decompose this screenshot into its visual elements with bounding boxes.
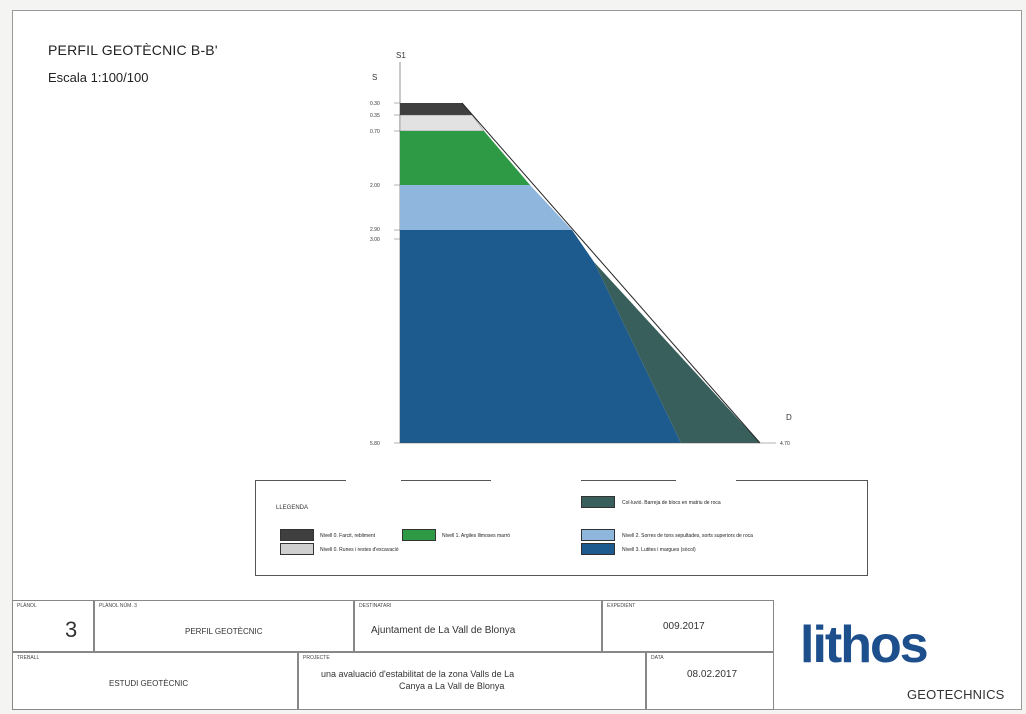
layer-sand xyxy=(400,185,572,230)
work-label: TREBALL xyxy=(17,655,40,661)
expedient-cell: EXPEDIENT 009.2017 xyxy=(602,600,774,652)
scale-label: Escala 1:100/100 xyxy=(48,70,149,85)
sheet-number-label: PLÀNOL xyxy=(17,603,37,609)
depth-label: 0.35 xyxy=(370,113,380,119)
geotechnical-profile: S1 S 0.30 0.35 0.70 2.00 2.90 3.00 5.80 … xyxy=(370,51,792,447)
legend-box: LLEGENDA Nivell 0. Farcit, rebliment Niv… xyxy=(255,478,868,576)
expedient-label: EXPEDIENT xyxy=(607,603,636,609)
depth-ticks xyxy=(394,102,776,444)
work-cell: TREBALL ESTUDI GEOTÈCNIC xyxy=(12,652,298,710)
profile-top-label: S1 xyxy=(396,51,406,60)
project-cell: PROJECTE una avaluació d'estabilitat de … xyxy=(298,652,646,710)
layer-colluvium xyxy=(594,262,760,443)
client-label: DESTINATARI xyxy=(359,603,392,609)
legend-item-label: Nivell 2. Sorres de tons sepultades, sor… xyxy=(622,533,753,539)
legend-swatch-marl xyxy=(581,543,615,555)
project-line-2: Canya a La Vall de Blonya xyxy=(399,681,505,691)
layer-fill-soil xyxy=(400,103,472,115)
company-logo: lithos GEOTECHNICS xyxy=(790,609,1026,710)
depth-label: 0.70 xyxy=(370,129,380,135)
legend-item-label: Nivell 1. Argiles llimoses marró xyxy=(442,533,511,539)
logo-wordmark: lithos xyxy=(800,616,929,674)
client-cell: DESTINATARI Ajuntament de La Vall de Blo… xyxy=(354,600,602,652)
profile-right-depth: 4.70 xyxy=(780,441,790,447)
date-value: 08.02.2017 xyxy=(687,669,738,680)
plan-value: PERFIL GEOTÈCNIC xyxy=(185,627,263,636)
depth-label: 2.90 xyxy=(370,227,380,233)
legend-swatch-fill-soil xyxy=(280,529,314,541)
legend-item-label: Nivell 3. Lutites i margues (sòcol) xyxy=(622,547,696,553)
depth-label: 3.00 xyxy=(370,237,380,243)
legend-border-gap xyxy=(346,478,401,484)
profile-right-label: D xyxy=(786,413,792,422)
logo-subtitle: GEOTECHNICS xyxy=(907,687,1005,702)
project-label: PROJECTE xyxy=(303,655,330,661)
legend-item-label: Col·luvió. Barreja de blocs en matriu de… xyxy=(622,500,721,506)
legend-item-label: Nivell 0. Farcit, rebliment xyxy=(320,533,376,539)
date-label: DATA xyxy=(651,655,664,661)
project-line-1: una avaluació d'estabilitat de la zona V… xyxy=(321,669,515,679)
plan-cell: PLÀNOL NÚM. 3 PERFIL GEOTÈCNIC xyxy=(94,600,354,652)
layer-marl xyxy=(400,230,681,443)
depth-label: 0.30 xyxy=(370,101,380,107)
legend-swatch-rubble xyxy=(280,543,314,555)
plan-label: PLÀNOL NÚM. 3 xyxy=(99,603,137,609)
sheet-number-cell: PLÀNOL 3 xyxy=(12,600,94,652)
expedient-value: 009.2017 xyxy=(663,621,705,632)
ground-surface-line xyxy=(461,102,761,444)
layer-rubble xyxy=(399,114,485,132)
page-title: PERFIL GEOTÈCNIC B-B' xyxy=(48,42,218,58)
legend-swatch-clay xyxy=(402,529,436,541)
profile-top-label-2: S xyxy=(372,73,377,82)
legend-border-gap xyxy=(676,478,736,484)
legend-swatch-sand xyxy=(581,529,615,541)
client-value: Ajuntament de La Vall de Blonya xyxy=(371,625,516,636)
layer-clay xyxy=(400,131,530,185)
sheet-number: 3 xyxy=(65,617,78,642)
depth-label: 5.80 xyxy=(370,441,380,447)
legend-heading: LLEGENDA xyxy=(276,505,309,511)
title-block: PLÀNOL 3 PLÀNOL NÚM. 3 PERFIL GEOTÈCNIC … xyxy=(12,600,1022,710)
legend-swatch-colluvium xyxy=(581,496,615,508)
date-cell: DATA 08.02.2017 xyxy=(646,652,774,710)
work-value: ESTUDI GEOTÈCNIC xyxy=(109,679,189,688)
depth-label: 2.00 xyxy=(370,183,380,189)
legend-item-label: Nivell 0. Runes i restes d'excavació xyxy=(320,547,399,553)
legend-border-gap xyxy=(491,478,581,484)
